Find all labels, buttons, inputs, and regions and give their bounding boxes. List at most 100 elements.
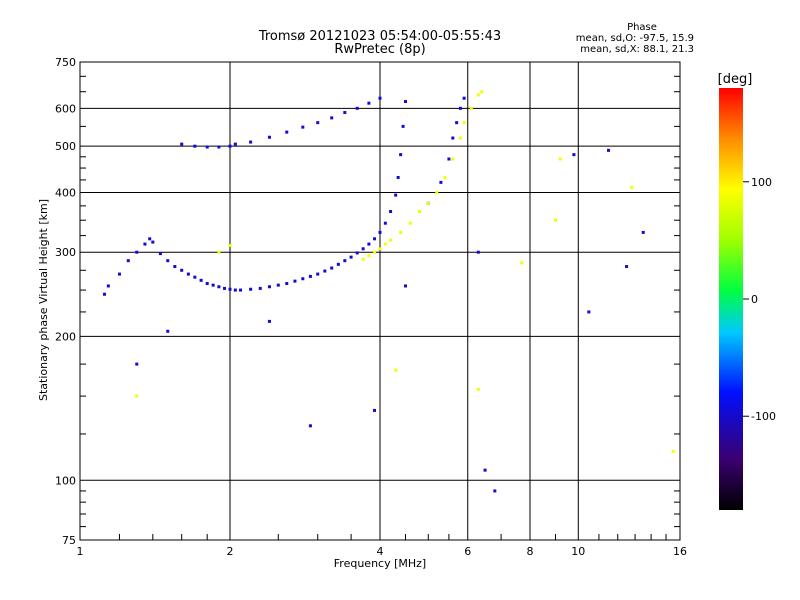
data-point: [217, 250, 221, 254]
data-point: [323, 269, 327, 273]
data-point: [361, 257, 365, 261]
data-point: [117, 272, 121, 276]
grid-lines: [80, 62, 680, 540]
data-point: [378, 230, 382, 234]
data-point: [103, 292, 107, 296]
data-point: [267, 285, 271, 289]
phase-stats-x: mean, sd,X: 88.1, 21.3: [580, 44, 694, 55]
data-point: [308, 274, 312, 278]
data-point: [199, 278, 203, 282]
data-point: [223, 286, 227, 290]
data-point: [493, 489, 497, 493]
data-point: [641, 230, 645, 234]
data-point: [378, 96, 382, 100]
x-axis-label: Frequency [MHz]: [334, 557, 426, 570]
data-point: [343, 111, 347, 115]
colorbar-tick-label: 0: [751, 293, 758, 306]
data-point: [443, 175, 447, 179]
data-point: [135, 362, 139, 366]
data-point: [180, 268, 184, 272]
data-point: [343, 259, 347, 263]
phase-stats-o: mean, sd,O: -97.5, 15.9: [576, 33, 694, 44]
data-point: [205, 145, 209, 149]
data-point: [158, 252, 162, 256]
data-point: [217, 285, 221, 289]
data-point: [480, 90, 484, 94]
data-point: [439, 180, 443, 184]
data-point: [173, 265, 177, 269]
data-point: [394, 193, 398, 197]
data-point: [462, 121, 466, 125]
data-point: [151, 240, 155, 244]
data-point: [367, 254, 371, 258]
data-point: [316, 272, 320, 276]
data-point: [451, 136, 455, 140]
data-point: [193, 275, 197, 279]
x-tick-label: 4: [377, 545, 384, 558]
x-tick-label: 1: [77, 545, 84, 558]
chart-subtitle: RwPretec (8p): [334, 42, 425, 57]
data-point: [607, 148, 611, 152]
data-point: [361, 247, 365, 251]
colorbar: [719, 88, 743, 510]
data-point: [166, 259, 170, 263]
data-point: [308, 424, 312, 428]
data-point: [399, 230, 403, 234]
data-point: [553, 218, 557, 222]
data-point: [396, 175, 400, 179]
data-point: [476, 250, 480, 254]
x-tick-label: 10: [571, 545, 585, 558]
y-tick-label: 200: [55, 330, 76, 343]
data-point: [285, 282, 289, 286]
data-point: [373, 408, 377, 412]
data-point: [630, 185, 634, 189]
colorbar-tick-label: 100: [751, 176, 772, 189]
data-point: [408, 221, 412, 225]
colorbar-tick-label: -100: [751, 410, 776, 423]
y-tick-label: 300: [55, 246, 76, 259]
data-point: [399, 153, 403, 157]
colorbar-ticks: 100 0 -100: [743, 176, 776, 423]
data-point: [285, 130, 289, 134]
data-point: [401, 124, 405, 128]
minor-ticks: [80, 75, 680, 540]
data-point: [426, 201, 430, 205]
data-point: [403, 100, 407, 104]
data-point: [211, 283, 215, 287]
data-point: [403, 284, 407, 288]
x-tick-label: 2: [227, 545, 234, 558]
data-point: [330, 116, 334, 120]
data-point: [316, 121, 320, 125]
x-tick-label: 6: [464, 545, 471, 558]
data-point: [417, 210, 421, 214]
data-point: [469, 106, 473, 110]
data-point: [383, 221, 387, 225]
data-point: [233, 288, 237, 292]
data-point: [148, 237, 152, 241]
data-point: [355, 251, 359, 255]
y-axis-label: Stationary phase Virtual Height [km]: [37, 199, 50, 401]
data-point: [193, 144, 197, 148]
x-tick-label: 16: [673, 545, 687, 558]
data-point: [180, 142, 184, 146]
data-point: [276, 283, 280, 287]
data-point: [186, 272, 190, 276]
x-tick-label: 8: [527, 545, 534, 558]
y-tick-label: 500: [55, 140, 76, 153]
data-point: [367, 101, 371, 105]
data-point: [394, 368, 398, 372]
data-point: [239, 288, 243, 292]
data-point: [447, 157, 451, 161]
phase-header: Phase: [627, 22, 657, 33]
data-point: [383, 242, 387, 246]
data-point: [166, 329, 170, 333]
data-point: [373, 250, 377, 254]
data-point: [258, 286, 262, 290]
data-point: [572, 153, 576, 157]
data-point: [228, 243, 232, 247]
data-point: [558, 157, 562, 161]
data-point: [520, 261, 524, 265]
data-point: [293, 279, 297, 283]
data-point: [451, 157, 455, 161]
